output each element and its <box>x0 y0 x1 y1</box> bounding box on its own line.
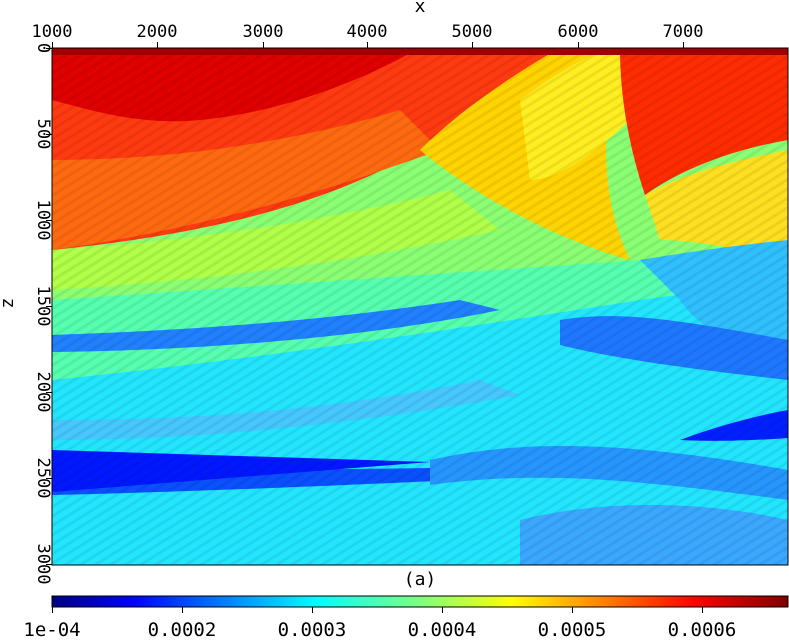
y-tick-label: 2500 <box>33 458 53 499</box>
colorbar-tick-label: 0.0006 <box>668 619 737 641</box>
x-tick-label: 5000 <box>452 22 493 42</box>
x-tick-label: 7000 <box>663 22 704 42</box>
x-tick-label: 3000 <box>243 22 284 42</box>
colorbar-tick-label: 0.0005 <box>538 619 607 641</box>
colorbar-tick-label: 0.0004 <box>408 619 477 641</box>
colorbar-tick-label: 0.0002 <box>148 619 217 641</box>
y-axis: 0 500 1000 1500 2000 2500 3000 z <box>0 43 53 585</box>
x-axis: 1000 2000 3000 4000 5000 6000 7000 x <box>32 0 788 49</box>
x-tick-label: 4000 <box>347 22 388 42</box>
y-tick-label: 3000 <box>33 544 53 585</box>
heatmap-image <box>52 48 788 565</box>
x-tick-label: 1000 <box>32 22 73 42</box>
colorbar-tick-label: 1e-04 <box>23 619 80 641</box>
x-tick-label: 2000 <box>137 22 178 42</box>
colorbar-gradient <box>51 595 789 608</box>
x-tick-label: 6000 <box>558 22 599 42</box>
y-axis-label: z <box>0 298 19 309</box>
y-tick-label: 1000 <box>33 200 53 241</box>
colorbar-tick-label: 0.0003 <box>278 619 347 641</box>
y-tick-label: 500 <box>33 119 53 150</box>
figure-caption: (a) <box>404 569 437 590</box>
y-tick-label: 2000 <box>33 372 53 413</box>
y-tick-label: 0 <box>33 43 53 53</box>
x-axis-label: x <box>415 0 426 17</box>
colorbar: 1e-04 0.0002 0.0003 0.0004 0.0005 0.0006 <box>23 595 789 641</box>
y-tick-label: 1500 <box>33 286 53 327</box>
